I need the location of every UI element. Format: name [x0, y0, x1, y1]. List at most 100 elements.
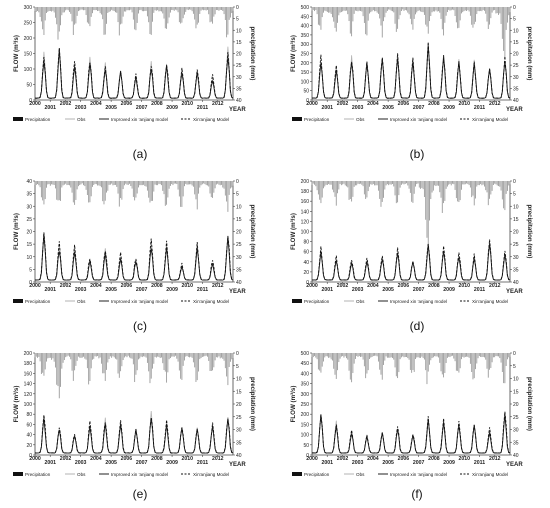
precip-bar — [388, 353, 390, 358]
precip-bar — [77, 181, 79, 187]
precip-bar — [86, 7, 88, 23]
precip-bar — [377, 181, 379, 191]
flow-tick-label: 120 — [301, 219, 310, 225]
precip-bar — [116, 353, 118, 360]
precip-bar — [432, 181, 434, 191]
precip-bar — [468, 353, 470, 358]
year-tick-label: 2007 — [413, 287, 425, 293]
year-tick-label: 2000 — [29, 101, 41, 107]
precip-bar — [430, 353, 432, 361]
precip-bar — [347, 7, 349, 15]
precip-bar — [144, 181, 146, 186]
precip-bar — [158, 353, 160, 358]
year-tick-label: 2012 — [212, 456, 224, 462]
precip-bar — [408, 7, 410, 15]
precip-bar — [208, 7, 210, 15]
precip-bar — [146, 181, 148, 191]
precip-bar — [158, 181, 160, 184]
precip-bar — [348, 7, 350, 22]
precip-bar — [344, 353, 346, 357]
precip-tick-label: 0 — [513, 351, 516, 357]
precip-bar — [227, 181, 229, 212]
precip-bar — [346, 7, 347, 11]
precip-bar — [163, 181, 165, 195]
precip-bar — [434, 7, 436, 12]
legend-precip-label: Precipitation — [25, 472, 51, 477]
precip-bar — [192, 353, 194, 363]
precip-bar — [217, 353, 219, 358]
precip-bar — [500, 353, 502, 363]
precip-bar — [400, 353, 402, 358]
precip-bar — [63, 353, 65, 361]
precip-bar — [403, 181, 405, 185]
precip-bar — [463, 7, 465, 12]
precip-bar — [212, 181, 214, 198]
year-tick-label: 2005 — [105, 287, 117, 293]
precip-bar — [226, 181, 228, 202]
precip-bar — [47, 181, 49, 185]
precip-bar — [180, 353, 182, 379]
precip-bar — [135, 181, 137, 198]
precip-bar — [210, 353, 212, 371]
precip-bar — [413, 7, 415, 19]
precip-bar — [504, 353, 506, 384]
flow-tick-label: 250 — [24, 21, 33, 27]
improved-model-series-line — [34, 417, 234, 454]
precip-bar — [453, 7, 455, 11]
precip-bar — [61, 181, 63, 188]
precip-bar — [398, 353, 400, 373]
precip-tick-label: 20 — [513, 230, 519, 236]
precip-bar — [450, 7, 452, 11]
precip-bar — [42, 7, 44, 30]
precip-bar — [215, 7, 217, 11]
precip-bar — [57, 353, 59, 387]
precip-bar — [358, 353, 360, 357]
precip-bar — [421, 7, 423, 12]
precip-bar — [177, 7, 179, 13]
precip-bar — [127, 7, 129, 11]
flow-tick-label: 200 — [24, 36, 33, 42]
precip-bar — [390, 7, 392, 11]
precip-bar — [426, 181, 428, 238]
precip-bar — [153, 181, 155, 192]
precip-bar — [376, 181, 378, 186]
year-tick-label: 2001 — [321, 105, 333, 111]
precip-bar — [435, 7, 437, 11]
precip-tick-label: 35 — [513, 86, 519, 92]
precip-bar — [381, 181, 383, 202]
precip-bar — [185, 7, 187, 12]
precip-bar — [60, 7, 61, 26]
precip-bar — [92, 7, 93, 14]
precip-bar — [443, 181, 445, 204]
precip-bar — [226, 7, 228, 38]
precip-bar — [407, 181, 409, 186]
precip-tick-label: 25 — [513, 415, 519, 421]
precip-bar — [342, 7, 344, 12]
precip-bar — [397, 181, 399, 203]
precip-bar — [145, 353, 147, 358]
precip-bar — [334, 353, 336, 375]
precip-bar — [150, 7, 152, 35]
year-tick-label: 2004 — [90, 456, 102, 462]
precip-bar — [490, 7, 492, 19]
precip-bar — [477, 7, 479, 12]
precip-bar — [111, 353, 113, 358]
precip-bar — [172, 181, 174, 186]
precip-bar — [175, 7, 176, 10]
precip-bar — [152, 7, 153, 22]
precip-tick-label: 35 — [513, 440, 519, 446]
precip-bar — [194, 353, 196, 368]
precip-bar — [463, 353, 465, 358]
year-tick-label: 2008 — [151, 283, 163, 289]
precip-bar — [411, 181, 413, 202]
precip-bar — [138, 7, 139, 14]
precip-bar — [58, 7, 60, 32]
precip-bar — [207, 7, 208, 10]
precip-bar — [430, 7, 432, 17]
year-tick-label: 2012 — [212, 283, 224, 289]
precip-bar — [181, 181, 183, 207]
precip-bar — [454, 181, 456, 190]
precip-bar — [326, 181, 328, 185]
precip-bar — [328, 353, 330, 358]
precip-bar — [140, 353, 142, 357]
